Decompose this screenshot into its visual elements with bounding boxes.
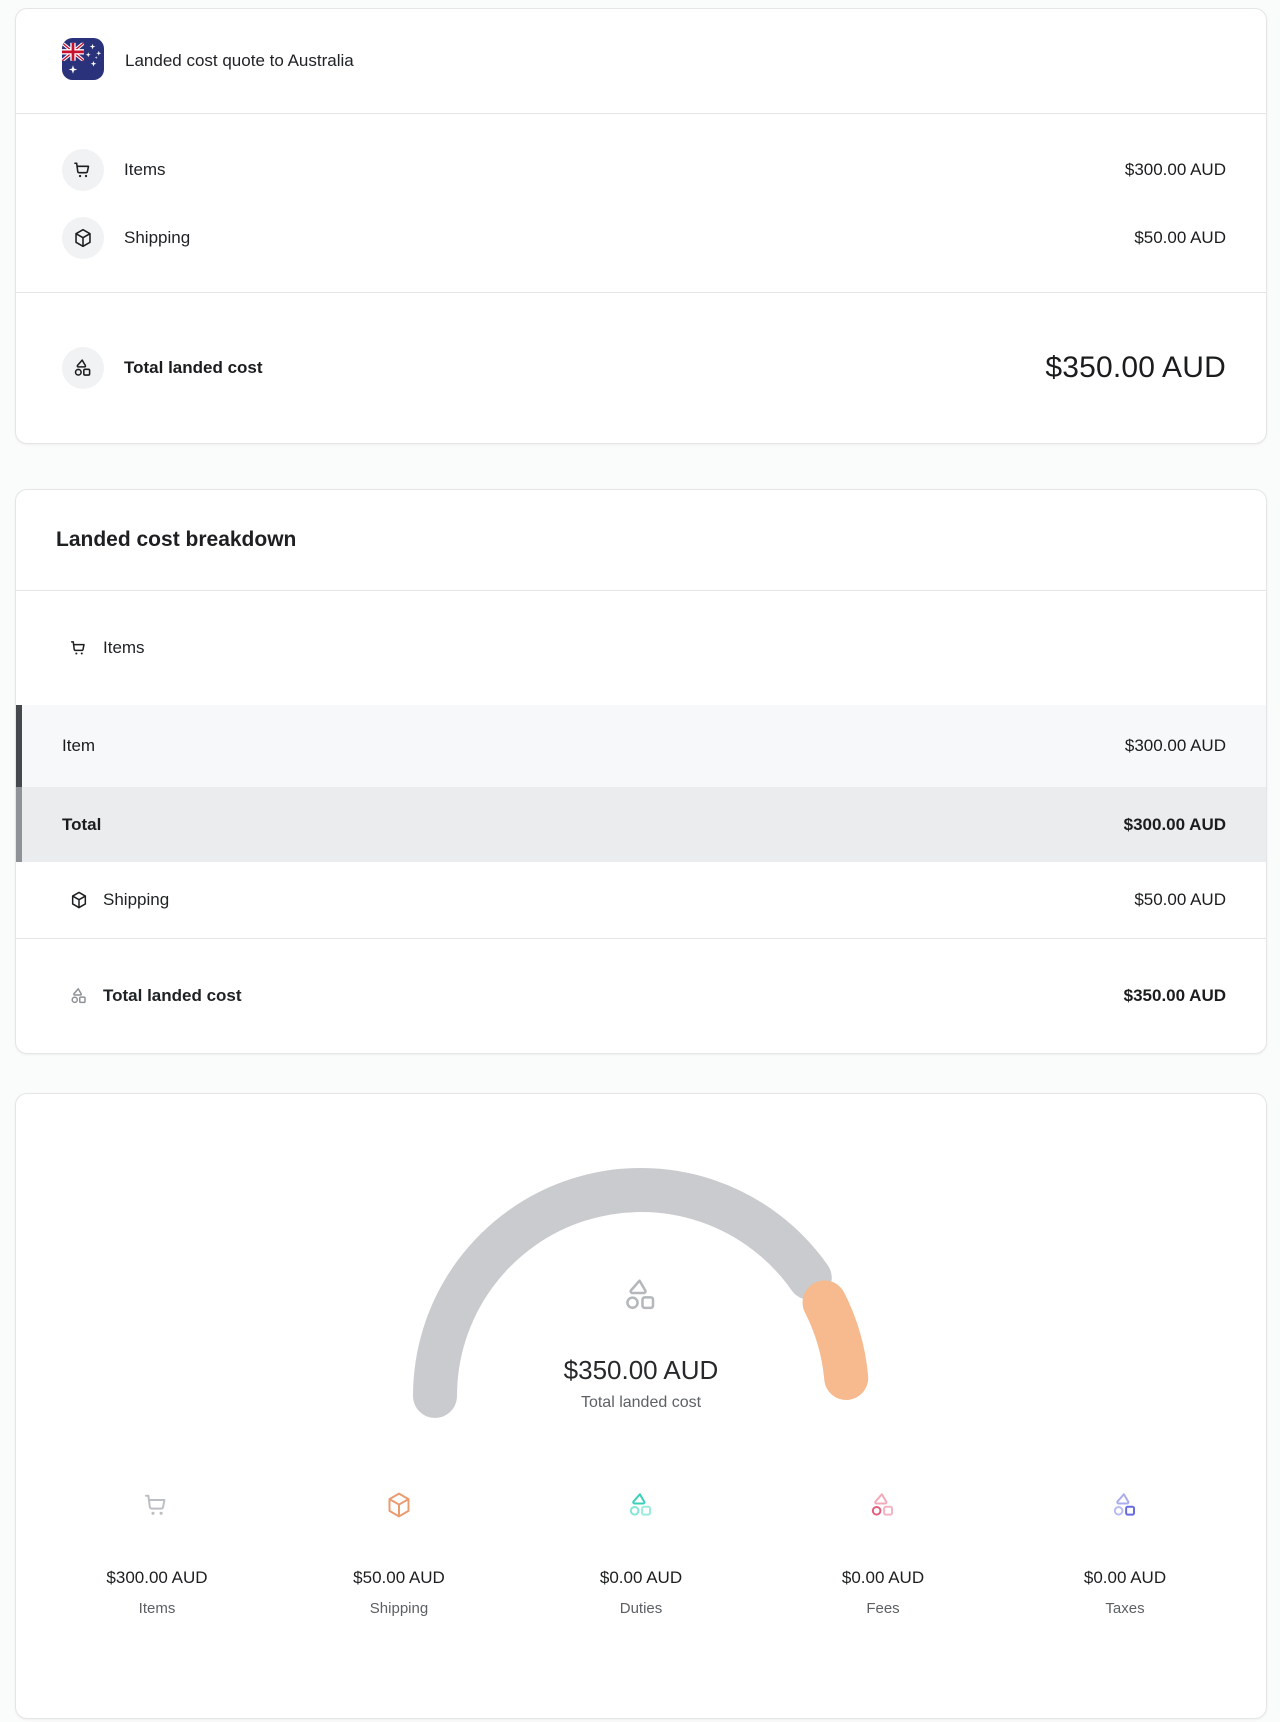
shapes-icon [1110, 1490, 1140, 1520]
breakdown-card: Landed cost breakdown Items Item $300.00… [15, 489, 1267, 1054]
package-icon [62, 217, 104, 259]
gauge-segment-shipping[interactable] [802, 1280, 869, 1401]
breakdown-shipping-label: Shipping [103, 890, 170, 909]
breakdown-items-section: Items [16, 591, 1266, 705]
quote-shipping-row: Shipping $50.00 AUD [16, 204, 1266, 272]
quote-total-label: Total landed cost [124, 358, 263, 377]
legend-item-taxes[interactable]: $0.00 AUD Taxes [1004, 1490, 1246, 1617]
breakdown-title: Landed cost breakdown [56, 528, 297, 551]
gauge-legend: $300.00 AUD Items $50.00 AUD Shipping [16, 1490, 1266, 1617]
shapes-icon [626, 1490, 656, 1520]
gauge-chart-card: $350.00 AUD Total landed cost $300.00 AU… [15, 1093, 1267, 1719]
quote-total-row: Total landed cost $350.00 AUD [16, 293, 1266, 443]
gauge-arc [413, 1168, 869, 1418]
shapes-icon [62, 347, 104, 389]
breakdown-item-row[interactable]: Item $300.00 AUD [16, 705, 1266, 787]
legend-label: Fees [866, 1600, 900, 1617]
legend-label: Items [138, 1600, 176, 1617]
breakdown-total-value: $350.00 AUD [1123, 986, 1226, 1005]
legend-item-duties[interactable]: $0.00 AUD Duties [520, 1490, 762, 1617]
legend-value: $0.00 AUD [599, 1568, 683, 1587]
shapes-icon [868, 1490, 898, 1520]
gauge-chart: $350.00 AUD Total landed cost [16, 1164, 1266, 1486]
shapes-icon [621, 1275, 661, 1320]
package-icon [56, 890, 103, 910]
quote-items-label: Items [124, 160, 166, 179]
breakdown-item-value: $300.00 AUD [1124, 736, 1226, 755]
legend-item-shipping[interactable]: $50.00 AUD Shipping [278, 1490, 520, 1617]
legend-label: Duties [619, 1600, 663, 1617]
divider [16, 590, 1266, 591]
divider [16, 292, 1266, 293]
legend-value: $0.00 AUD [1083, 1568, 1167, 1587]
quote-items-value: $300.00 AUD [1124, 160, 1226, 179]
quote-items-row: Items $300.00 AUD [16, 136, 1266, 204]
quote-shipping-value: $50.00 AUD [1134, 228, 1226, 247]
breakdown-header: Landed cost breakdown [16, 490, 1266, 590]
legend-value: $0.00 AUD [841, 1568, 925, 1587]
breakdown-total-label: Total landed cost [103, 986, 242, 1005]
package-icon [384, 1490, 414, 1520]
quote-shipping-label: Shipping [124, 228, 191, 247]
cart-icon [62, 149, 104, 191]
legend-item-fees[interactable]: $0.00 AUD Fees [762, 1490, 1004, 1617]
divider [16, 113, 1266, 114]
legend-label: Shipping [369, 1600, 429, 1617]
legend-value: $300.00 AUD [106, 1568, 208, 1587]
breakdown-shipping-row: Shipping $50.00 AUD [16, 862, 1266, 938]
quote-total-value: $350.00 AUD [1045, 351, 1226, 384]
row-accent-bar [16, 787, 22, 862]
cart-icon [142, 1490, 172, 1520]
legend-label: Taxes [1105, 1600, 1145, 1617]
gauge-segment-items[interactable] [413, 1168, 832, 1418]
cart-icon [56, 638, 103, 658]
breakdown-item-total-row[interactable]: Total $300.00 AUD [16, 787, 1266, 862]
breakdown-total-row: Total landed cost $350.00 AUD [16, 939, 1266, 1053]
quote-card-header: Landed cost quote to Australia [16, 9, 1266, 113]
shapes-icon [56, 986, 103, 1006]
gauge-center-caption: Total landed cost [580, 1394, 702, 1411]
breakdown-shipping-value: $50.00 AUD [1134, 890, 1226, 909]
legend-value: $50.00 AUD [353, 1568, 445, 1587]
breakdown-item-label: Item [62, 736, 96, 755]
divider [16, 938, 1266, 939]
legend-item-items[interactable]: $300.00 AUD Items [36, 1490, 278, 1617]
gauge-center-value: $350.00 AUD [563, 1355, 719, 1385]
australia-flag-icon [62, 37, 104, 85]
breakdown-items-label: Items [103, 638, 145, 657]
quote-card-title: Landed cost quote to Australia [125, 51, 354, 70]
quote-card: Landed cost quote to Australia Items $30… [15, 8, 1267, 444]
row-accent-bar [16, 705, 22, 787]
breakdown-item-total-value: $300.00 AUD [1123, 814, 1226, 834]
breakdown-item-total-label: Total [62, 814, 102, 834]
